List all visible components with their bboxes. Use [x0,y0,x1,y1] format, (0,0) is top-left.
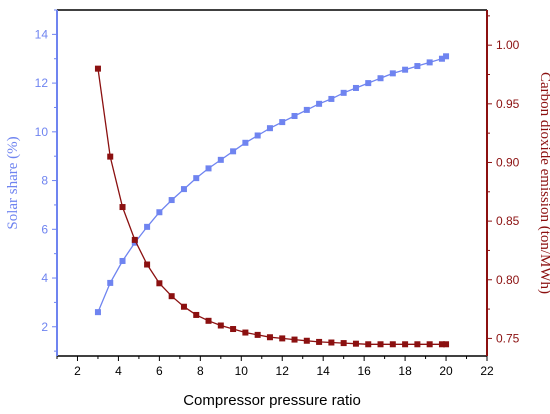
y-left-tick-label: 12 [35,76,49,90]
co2-emission-point [414,341,421,348]
co2-emission-point [316,338,323,345]
co2-emission-point [352,340,359,347]
y-right-tick-label: 0.85 [496,214,520,228]
co2-emission-point [131,236,138,243]
solar-share-point [205,165,212,172]
plot-frame [56,9,488,357]
co2-emission-point [303,337,310,344]
x-tick-label: 2 [74,364,81,378]
solar-share-point [119,257,126,264]
x-tick-label: 20 [439,364,453,378]
co2-emission-point [217,322,224,329]
y-left-tick-label: 8 [41,174,48,188]
solar-share-point [365,80,372,87]
solar-share-point [414,63,421,70]
y-right-tick-label: 1.00 [496,38,520,52]
co2-emission-point [94,65,101,72]
solar-share-point [94,309,101,316]
co2-emission-point [340,340,347,347]
solar-share-point [426,59,433,66]
co2-emission-point [107,153,114,160]
solar-share-point [352,84,359,91]
co2-emission-point [402,341,409,348]
co2-emission-point [365,341,372,348]
solar-share-point [180,186,187,193]
series-group [94,53,450,348]
co2-emission-point [144,261,151,268]
solar-share-point [254,132,261,139]
solar-share-point [168,197,175,204]
co2-emission-point [242,329,249,336]
co2-emission-line [97,68,446,345]
solar-share-point [377,75,384,82]
y-left-tick-label: 6 [41,222,48,236]
solar-share-point [217,156,224,163]
co2-emission-point [193,311,200,318]
x-tick-label: 22 [480,364,494,378]
x-axis-title: Compressor pressure ratio [183,392,361,409]
solar-share-point [156,209,163,216]
solar-share-point [242,139,249,146]
y-left-tick-label: 10 [35,125,49,139]
x-tick-label: 14 [317,364,331,378]
x-axis: 2 4 6 8 10 12 14 16 18 20 22 [56,356,494,378]
co2-emission-point [156,280,163,287]
x-tick-label: 6 [156,364,163,378]
solar-share-point [443,53,450,60]
x-tick-label: 16 [357,364,371,378]
y-axis-right: 0.75 0.80 0.85 0.90 0.95 1.00 [487,15,520,345]
y-left-tick-label: 14 [35,27,49,41]
solar-share-point [340,89,347,96]
x-tick-label: 18 [398,364,412,378]
x-tick-label: 12 [276,364,290,378]
co2-emission-point [328,339,335,346]
co2-emission-point [266,334,273,341]
co2-emission-point [180,303,187,310]
x-tick-label: 8 [197,364,204,378]
y-axis-left-title: Solar share (%) [5,136,21,229]
solar-share-point [291,112,298,119]
co2-emission-point [443,341,450,348]
co2-emission-point [426,341,433,348]
solar-share-line [97,55,447,313]
solar-share-point [230,148,237,155]
co2-emission-point [168,293,175,300]
co2-emission-point [438,341,445,348]
solar-share-point [389,70,396,77]
co2-emission-point [377,341,384,348]
solar-share-point [316,100,323,107]
y-right-tick-label: 0.90 [496,155,520,169]
solar-share-point [144,223,151,230]
x-tick-label: 4 [115,364,122,378]
solar-share-point [328,95,335,102]
solar-share-point [279,119,286,126]
y-left-tick-label: 2 [41,320,48,334]
solar-share-point [402,66,409,73]
y-right-tick-label: 0.95 [496,97,520,111]
x-tick-label: 10 [235,364,249,378]
co2-emission-point [254,331,261,338]
y-right-tick-label: 0.80 [496,273,520,287]
co2-emission-point [389,341,396,348]
solar-share-point [193,175,200,182]
co2-emission-point [119,204,126,211]
y-right-tick-label: 0.75 [496,331,520,345]
co2-emission-point [205,317,212,324]
solar-share-point [107,279,114,286]
co2-emission-point [279,335,286,342]
co2-emission-point [291,336,298,343]
y-axis-left: 2 4 6 8 10 12 14 [35,9,57,352]
y-left-tick-label: 4 [41,271,48,285]
solar-share-point [303,106,310,113]
y-axis-right-title: Carbon dioxide emission (ton/MWh) [537,72,550,294]
solar-share-point [266,125,273,132]
solar-share-point [438,55,445,62]
co2-emission-point [230,326,237,333]
